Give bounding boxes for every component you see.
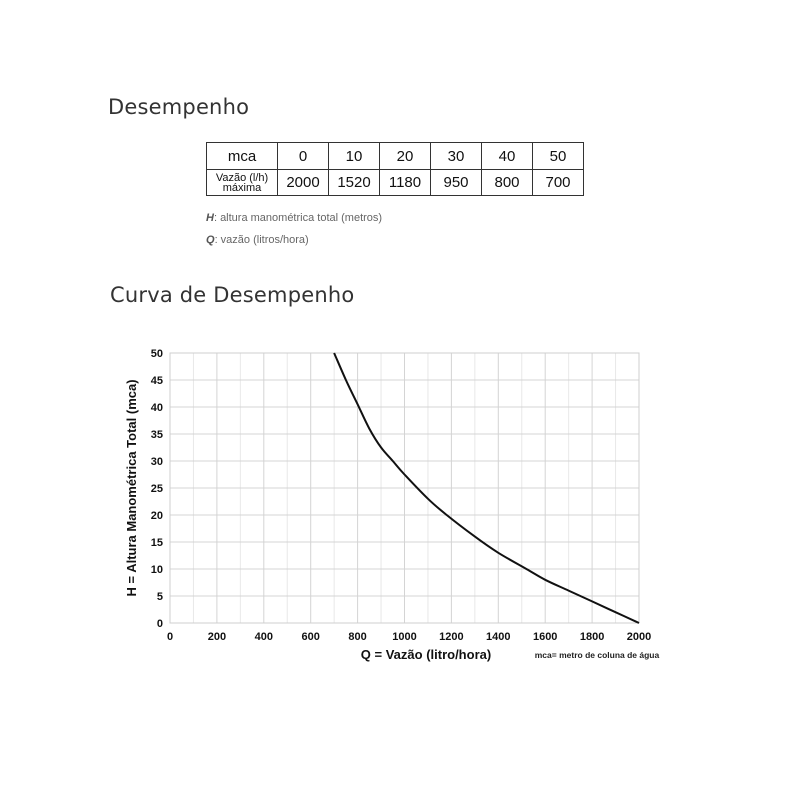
x-tick-labels: 0 200 400 600 800 1000 1200 1400 1600 1800 2000 [167, 631, 651, 643]
note-q-text: : vazão (litros/hora) [214, 234, 309, 246]
note-h: H: altura manométrica total (metros) [206, 212, 382, 224]
y-tick-label: 20 [151, 510, 163, 522]
chart-footnote: mca= metro de coluna de água [535, 650, 660, 660]
series-line [333, 352, 640, 624]
y-tick-label: 30 [151, 456, 163, 468]
row-header-flow-line2: máxima [222, 181, 262, 194]
y-tick-label: 35 [151, 429, 163, 441]
y-tick-label: 40 [151, 402, 163, 414]
y-tick-label: 45 [151, 375, 163, 387]
x-tick-label: 400 [255, 631, 273, 643]
note-q: Q: vazão (litros/hora) [206, 234, 309, 246]
table-row-mca: mca 0 10 20 30 40 50 [206, 142, 584, 170]
table-cell: 700 [532, 169, 584, 196]
note-q-symbol: Q [206, 234, 215, 246]
table-cell: 800 [481, 169, 533, 196]
y-tick-label: 0 [157, 618, 163, 630]
row-header-mca: mca [206, 142, 278, 170]
y-tick-label: 50 [151, 348, 163, 360]
y-tick-label: 25 [151, 483, 163, 495]
table-cell: 10 [328, 142, 380, 170]
x-axis-label: Q = Vazão (litro/hora) [361, 647, 491, 662]
note-h-symbol: H [206, 212, 214, 224]
table-row-flow: Vazão (l/h) máxima 2000 1520 1180 950 800… [206, 169, 584, 196]
x-tick-label: 800 [348, 631, 366, 643]
y-tick-label: 15 [151, 537, 163, 549]
curve-heading: Curva de Desempenho [110, 283, 355, 307]
performance-heading: Desempenho [108, 95, 250, 119]
plot-frame [169, 352, 640, 624]
x-tick-label: 200 [208, 631, 226, 643]
x-tick-label: 600 [302, 631, 320, 643]
y-tick-label: 10 [151, 564, 163, 576]
x-tick-label: 1600 [533, 631, 557, 643]
table-cell: 20 [379, 142, 431, 170]
table-cell: 50 [532, 142, 584, 170]
row-header-flow: Vazão (l/h) máxima [206, 169, 278, 196]
x-tick-label: 1200 [439, 631, 463, 643]
y-tick-label: 5 [157, 591, 163, 603]
note-h-text: : altura manométrica total (metros) [213, 212, 383, 224]
x-tick-label: 1000 [392, 631, 416, 643]
y-axis-label: H = Altura Manométrica Total (mca) [124, 379, 139, 596]
x-tick-label: 0 [167, 631, 173, 643]
table-cell: 950 [430, 169, 482, 196]
x-tick-label: 1400 [486, 631, 510, 643]
y-tick-labels: 0 5 10 15 20 25 30 35 40 45 50 [151, 348, 163, 630]
performance-table: mca 0 10 20 30 40 50 Vazão (l/h) máxima 2… [206, 142, 584, 196]
x-tick-label: 1800 [580, 631, 604, 643]
table-cell: 2000 [277, 169, 329, 196]
chart-grid [169, 352, 640, 624]
x-tick-label: 2000 [627, 631, 651, 643]
table-cell: 1520 [328, 169, 380, 196]
row-header-flow-line1: Vazão (l/h) [215, 171, 269, 184]
